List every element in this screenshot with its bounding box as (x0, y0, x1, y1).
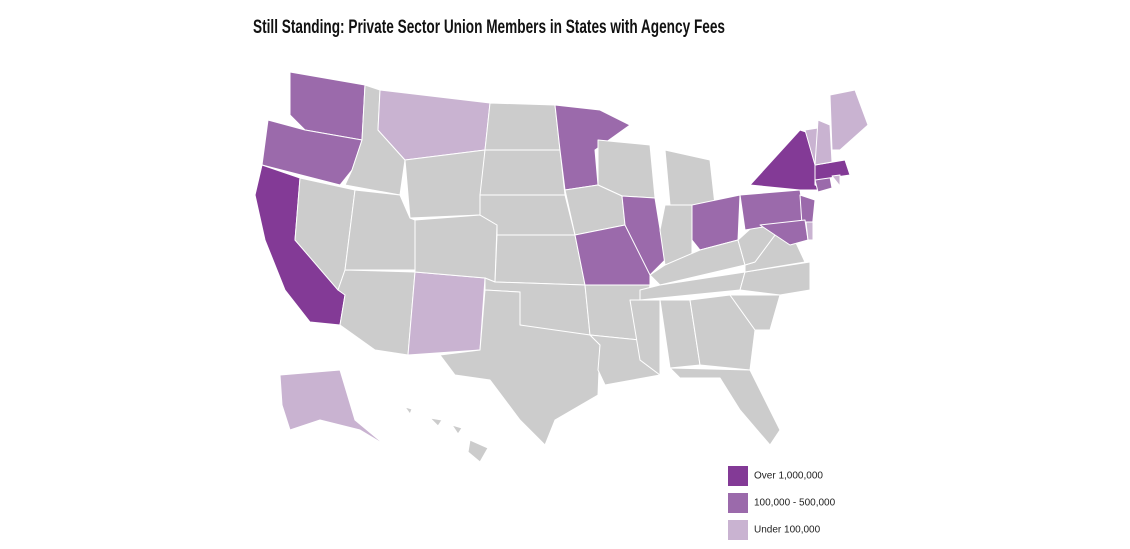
state (344, 189, 416, 271)
state (814, 119, 833, 166)
legend-label: Over 1,000,000 (754, 471, 823, 482)
state (279, 369, 386, 446)
state (621, 195, 666, 276)
state (554, 104, 631, 191)
state (467, 439, 489, 463)
legend-swatch (728, 493, 748, 513)
legend-label: 100,000 - 500,000 (754, 498, 836, 509)
state (664, 149, 716, 206)
state (484, 102, 561, 151)
state (404, 149, 486, 219)
legend-swatch (728, 466, 748, 486)
legend-swatch (728, 520, 748, 540)
state (479, 149, 566, 196)
state (414, 214, 498, 283)
legend-label: Under 100,000 (754, 525, 821, 536)
legend: Over 1,000,000 100,000 - 500,000 Under 100… (728, 466, 836, 540)
map-title: Still Standing: Private Sector Union Mem… (253, 17, 725, 38)
state (494, 234, 586, 286)
state (337, 269, 416, 356)
state (805, 221, 814, 241)
state (831, 174, 841, 187)
state (689, 294, 756, 371)
state (404, 406, 413, 415)
state (729, 294, 781, 331)
state (629, 299, 661, 376)
state (439, 289, 601, 446)
state (451, 424, 463, 435)
state (669, 367, 781, 446)
state (814, 159, 851, 181)
us-map (254, 71, 869, 463)
state (407, 271, 486, 356)
state (429, 417, 443, 427)
state (829, 89, 869, 151)
